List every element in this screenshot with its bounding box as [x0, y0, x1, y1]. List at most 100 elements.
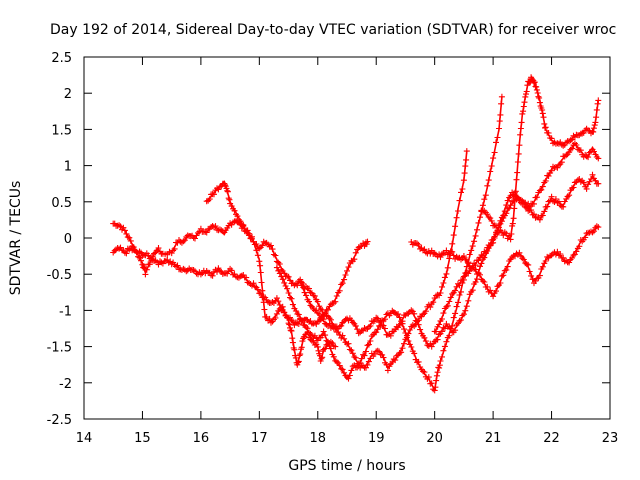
data-point [222, 181, 228, 188]
data-point [481, 279, 488, 285]
data-point [284, 285, 291, 292]
data-point [121, 227, 128, 234]
data-point [155, 245, 162, 251]
data-point [458, 317, 464, 323]
data-point [367, 338, 374, 344]
data-point [478, 260, 485, 267]
data-point [541, 120, 548, 127]
data-point [594, 100, 601, 107]
data-point [431, 387, 438, 394]
data-point [456, 292, 463, 298]
data-point [440, 347, 447, 354]
data-point [491, 149, 498, 156]
data-point [569, 255, 575, 261]
data-point [395, 311, 402, 318]
data-point [570, 252, 577, 259]
data-point [287, 327, 294, 334]
data-point [536, 99, 543, 106]
data-point [542, 124, 549, 131]
data-point [415, 358, 422, 365]
data-point [202, 228, 209, 235]
data-point [512, 188, 519, 195]
data-point [431, 250, 438, 257]
data-point [493, 288, 499, 295]
data-point [243, 228, 250, 235]
data-point [591, 122, 598, 129]
data-point [452, 287, 459, 294]
data-point [453, 303, 460, 310]
data-point [325, 338, 331, 345]
data-point [566, 192, 573, 199]
data-point [278, 266, 285, 273]
data-point [531, 79, 538, 86]
data-point [339, 332, 346, 339]
data-point [123, 250, 130, 257]
data-point [254, 252, 261, 259]
data-point [520, 103, 527, 110]
data-point [313, 307, 320, 314]
data-point [430, 299, 437, 306]
data-point [415, 321, 422, 328]
data-point [515, 150, 522, 157]
data-point [512, 193, 518, 200]
data-point [256, 258, 263, 265]
data-point [488, 217, 495, 224]
data-point [484, 211, 491, 218]
data-point [432, 384, 439, 391]
x-axis: 14 15 16 17 18 19 20 21 22 23 [76, 57, 618, 446]
data-point [261, 306, 268, 313]
data-point [496, 125, 502, 132]
data-point [421, 334, 428, 341]
data-point [342, 272, 349, 278]
data-point [405, 338, 412, 344]
data-point [590, 128, 597, 135]
data-point [487, 242, 494, 249]
data-point [511, 205, 518, 212]
series-6 [408, 223, 602, 300]
data-point [289, 335, 296, 342]
data-point [536, 216, 543, 223]
data-point [461, 170, 468, 177]
data-point [371, 351, 378, 358]
data-point [548, 193, 555, 200]
data-point [541, 208, 548, 215]
data-point [477, 263, 483, 270]
data-point [250, 280, 257, 287]
data-point [487, 168, 494, 175]
data-point [472, 262, 479, 269]
data-point [363, 348, 369, 355]
data-point [325, 306, 331, 313]
data-point [275, 298, 282, 305]
series-line [205, 150, 468, 370]
data-point [352, 249, 359, 256]
data-point [447, 294, 454, 301]
data-point [560, 254, 567, 261]
data-point [346, 372, 353, 379]
data-point [203, 229, 210, 236]
data-point [523, 91, 529, 98]
data-point [420, 311, 426, 318]
data-point [142, 271, 149, 278]
data-point [296, 352, 303, 359]
data-point [273, 258, 280, 265]
data-point [357, 359, 364, 366]
data-point [209, 272, 216, 279]
data-point [555, 162, 562, 169]
data-point [345, 375, 352, 382]
data-point [450, 314, 457, 321]
data-point [338, 322, 345, 329]
data-point [533, 83, 540, 90]
data-point [320, 328, 327, 335]
y-axis-title: SDTVAR / TECUs [8, 181, 24, 296]
data-point [522, 93, 529, 100]
data-point [327, 316, 334, 323]
data-point [295, 321, 302, 327]
data-point [402, 330, 409, 336]
data-point [540, 114, 547, 121]
series-line [276, 96, 503, 391]
data-point [498, 273, 505, 280]
data-point [351, 256, 358, 263]
data-point [297, 276, 304, 283]
data-point [319, 307, 326, 313]
data-point [471, 238, 478, 245]
